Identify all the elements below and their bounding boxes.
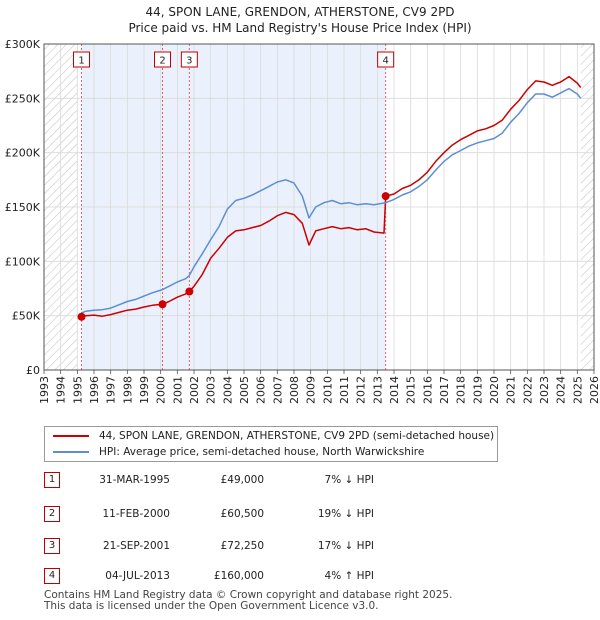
- x-tick-label: 2013: [371, 376, 384, 404]
- x-tick-label: 1995: [71, 376, 84, 404]
- transaction-price: £49,000: [220, 474, 264, 486]
- y-tick-label: £300K: [5, 38, 41, 51]
- transaction-label-box: 3: [180, 51, 198, 68]
- transaction-price: £72,250: [220, 540, 264, 552]
- footer: Contains HM Land Registry data © Crown c…: [44, 590, 452, 612]
- x-tick-label: 2021: [505, 376, 518, 404]
- transaction-label-frame: [73, 51, 90, 68]
- x-tick-label: 2000: [155, 376, 168, 404]
- transaction-label-number: 1: [78, 56, 84, 67]
- transaction-price: £60,500: [220, 508, 264, 520]
- transaction-row: 2 11-FEB-2000 £60,500 19% ↓ HPI: [44, 506, 544, 524]
- x-tick-label: 2007: [271, 376, 284, 404]
- transaction-number: 2: [44, 506, 60, 522]
- transaction-row: 4 04-JUL-2013 £160,000 4% ↑ HPI: [44, 568, 544, 586]
- y-tick-label: £150K: [5, 201, 41, 214]
- transaction-point: [185, 287, 194, 296]
- x-tick-label: 1993: [38, 376, 51, 404]
- chart-title-block: 44, SPON LANE, GRENDON, ATHERSTONE, CV9 …: [0, 4, 600, 36]
- transaction-point: [381, 192, 390, 201]
- x-tick-label: 1996: [88, 376, 101, 404]
- x-tick-label: 2014: [388, 376, 401, 404]
- x-tick-label: 2016: [421, 376, 434, 404]
- transaction-label-frame: [377, 51, 395, 68]
- x-tick-label: 2026: [588, 376, 600, 404]
- x-tick-label: 2011: [338, 376, 351, 404]
- transaction-number: 4: [44, 568, 60, 584]
- y-tick-label: £100K: [5, 255, 41, 268]
- transaction-price: £160,000: [213, 570, 264, 582]
- x-tick-label: 2025: [571, 376, 584, 404]
- y-tick-label: £50K: [12, 310, 41, 323]
- y-tick-label: £250K: [5, 92, 41, 105]
- chart-subtitle: Price paid vs. HM Land Registry's House …: [128, 21, 472, 35]
- x-tick-label: 2002: [188, 376, 201, 404]
- x-tick-label: 2022: [521, 376, 534, 404]
- x-tick-label: 2020: [488, 376, 501, 404]
- transaction-point: [77, 312, 86, 321]
- transaction-point: [158, 300, 167, 309]
- x-tick-label: 2003: [205, 376, 218, 404]
- transaction-date: 11-FEB-2000: [102, 508, 170, 520]
- transaction-row: 1 31-MAR-1995 £49,000 7% ↓ HPI: [44, 472, 544, 490]
- transaction-label-frame: [154, 51, 171, 68]
- legend-label-hpi: HPI: Average price, semi-detached house,…: [99, 446, 425, 458]
- transaction-label-frame: [180, 51, 198, 68]
- transaction-date: 31-MAR-1995: [99, 474, 170, 486]
- legend-label-property: 44, SPON LANE, GRENDON, ATHERSTONE, CV9 …: [99, 430, 495, 442]
- legend-swatch-property: [53, 435, 89, 437]
- x-tick-label: 1998: [121, 376, 134, 404]
- x-tick-label: 2012: [355, 376, 368, 404]
- x-tick-label: 2009: [305, 376, 318, 404]
- transaction-label-number: 3: [186, 56, 192, 67]
- legend-swatch-hpi: [53, 451, 89, 453]
- chart-legend: 44, SPON LANE, GRENDON, ATHERSTONE, CV9 …: [44, 426, 498, 462]
- footer-licence: This data is licensed under the Open Gov…: [44, 600, 379, 612]
- transaction-label-box: 2: [154, 51, 171, 68]
- x-tick-label: 1994: [55, 376, 68, 404]
- transaction-label-number: 2: [159, 56, 165, 67]
- y-tick-label: £0: [26, 364, 40, 377]
- x-tick-label: 1997: [105, 376, 118, 404]
- transaction-date: 21-SEP-2001: [102, 540, 170, 552]
- transaction-label-number: 4: [382, 56, 388, 67]
- x-tick-label: 2024: [555, 376, 568, 404]
- x-tick-label: 2018: [455, 376, 468, 404]
- transaction-date: 04-JUL-2013: [105, 570, 170, 582]
- x-tick-label: 1999: [138, 376, 151, 404]
- transaction-number: 1: [44, 472, 60, 488]
- footer-copyright: Contains HM Land Registry data © Crown c…: [44, 589, 453, 601]
- x-tick-label: 2005: [238, 376, 251, 404]
- transaction-hpi: 17% ↓ HPI: [317, 540, 374, 552]
- x-tick-label: 2010: [321, 376, 334, 404]
- transaction-hpi: 19% ↓ HPI: [317, 508, 374, 520]
- x-tick-label: 2015: [405, 376, 418, 404]
- transaction-label-box: 4: [377, 51, 395, 68]
- x-tick-label: 2008: [288, 376, 301, 404]
- x-tick-label: 2019: [471, 376, 484, 404]
- plot-border: [43, 43, 595, 371]
- x-tick-label: 2017: [438, 376, 451, 404]
- transaction-hpi: 7% ↓ HPI: [324, 474, 374, 486]
- x-tick-label: 2004: [221, 376, 234, 404]
- transaction-hpi: 4% ↑ HPI: [324, 570, 374, 582]
- chart-title: 44, SPON LANE, GRENDON, ATHERSTONE, CV9 …: [145, 5, 455, 19]
- transaction-row: 3 21-SEP-2001 £72,250 17% ↓ HPI: [44, 538, 544, 556]
- series-line-hpi: [81, 87, 582, 314]
- x-tick-label: 2001: [171, 376, 184, 404]
- transaction-number: 3: [44, 538, 60, 554]
- y-tick-label: £200K: [5, 147, 41, 160]
- transaction-label-box: 1: [73, 51, 90, 68]
- x-tick-label: 2023: [538, 376, 551, 404]
- x-tick-label: 2006: [255, 376, 268, 404]
